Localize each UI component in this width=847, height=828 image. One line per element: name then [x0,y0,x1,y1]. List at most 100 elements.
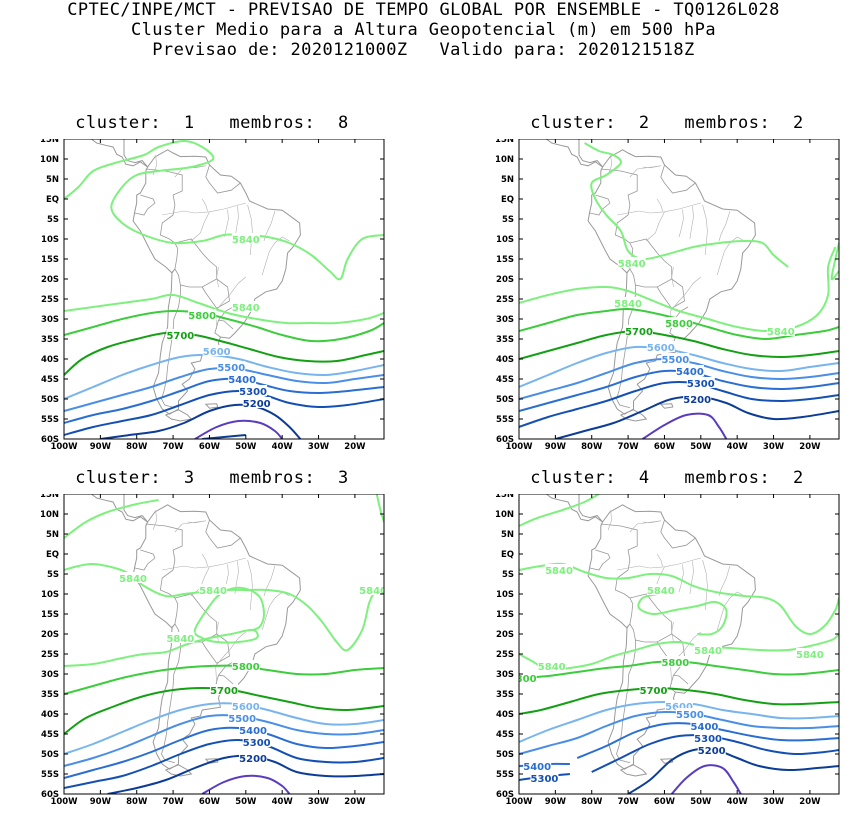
lat-label: 10N [495,510,514,520]
lat-label: 15N [495,494,514,500]
contour-label: 5500 [228,714,256,725]
river-line [223,209,229,238]
contour-label-bg [217,361,246,372]
lon-label: 30W [308,442,330,452]
river-line [670,631,701,685]
country-border [201,633,230,664]
country-border [629,238,673,288]
contour-label-bg [614,297,643,308]
contour-line-5400 [64,726,384,779]
cluster-label: cluster: [75,468,162,488]
central-america-coastline [577,494,603,523]
contour-line-5840 [519,494,600,527]
lat-label: 60S [41,435,59,445]
contour-label-bg [188,309,217,320]
contour-label: 5800 [509,674,537,685]
contour-line-5200 [627,747,839,794]
contour-label-bg [661,656,690,667]
island-outline [619,764,648,777]
river-line [656,553,663,567]
river-line [716,236,745,276]
contour-label-bg [639,684,668,695]
lat-label: 5N [501,530,514,540]
contour-line-5800 [64,310,384,343]
lat-label: 20S [41,630,59,640]
contour-line-5840 [519,246,837,332]
river-line [607,154,613,176]
contour-label: 5700 [166,331,194,342]
river-line [629,520,661,533]
river-line [201,553,208,567]
river-line [671,621,674,643]
contour-label: 5840 [767,327,795,338]
cluster-panel-2: cluster: 2 membros: 2 5840 5840 5840 5800 57… [477,113,847,473]
panel-title: cluster: 4 membros: 2 [477,468,847,488]
south-america-coastline [587,504,756,770]
river-line [162,202,246,216]
contour-line-5840 [375,494,384,523]
lat-label: 35S [41,335,59,345]
lat-label: 30S [496,670,514,680]
lat-label: EQ [501,195,514,205]
contour-line-5300 [64,390,384,436]
lat-label: 10S [496,590,514,600]
lat-label: 25S [41,295,59,305]
header-line-3: Previsao de: 2020121000Z Valido para: 20… [0,40,847,60]
contour-label-bg [617,257,646,268]
lon-label: 60W [199,797,221,807]
contour-label: 5840 [359,586,387,597]
contour-label-bg [665,317,693,328]
country-border [656,278,685,309]
contour-label: 5840 [232,235,260,246]
river-line [716,591,745,631]
lon-label: 70W [617,442,639,452]
contour-line-5600 [519,345,839,388]
contour-label-bg [239,752,268,763]
river-line [678,209,684,238]
south-america-coastline [132,149,301,415]
contour-line-5400 [64,377,384,424]
contour-label-bg [210,684,238,695]
lon-label: 100W [50,442,78,452]
lat-label: 30S [41,670,59,680]
contour-label-bg [795,648,824,659]
river-line [656,198,663,212]
lon-label: 30W [308,797,330,807]
contour-label: 5840 [166,634,194,645]
contour-label-bg [519,672,537,683]
contour-label: 5840 [647,586,675,597]
lat-label: 45S [496,730,514,740]
contour-label: 5400 [523,762,551,773]
central-america-coastline [91,494,148,523]
lon-label: 60W [654,797,676,807]
lat-label: 5N [46,175,59,185]
river-line [247,559,253,611]
cluster-panel-1: cluster: 1 membros: 8 5840 5840 5800 5700 56… [22,113,402,473]
cluster-number: 2 [638,113,650,133]
lon-label: 80W [126,442,148,452]
contour-label: 5300 [694,734,722,745]
contour-label-bg [166,632,195,643]
lon-label: 20W [799,797,821,807]
river-line [247,204,253,256]
map-plot: 5840 5840 5840 5840 5800 5700 5600550054005300… [40,494,387,807]
lon-label: 40W [727,442,749,452]
river-line [261,236,290,276]
lat-label: 35S [41,690,59,700]
lat-label: 15N [495,139,514,145]
contour-line-5840 [64,586,265,667]
lat-label: EQ [46,550,59,560]
contour-label-bg [119,572,148,583]
lon-label: 100W [505,442,533,452]
contour-label: 5840 [545,566,573,577]
country-border [660,164,696,194]
central-america-coastline [546,139,603,168]
country-border [161,285,181,409]
contour-line-5700 [519,330,839,360]
contour-label-bg [239,724,268,735]
contour-label-bg [523,760,552,771]
contour-label-bg [231,700,260,711]
